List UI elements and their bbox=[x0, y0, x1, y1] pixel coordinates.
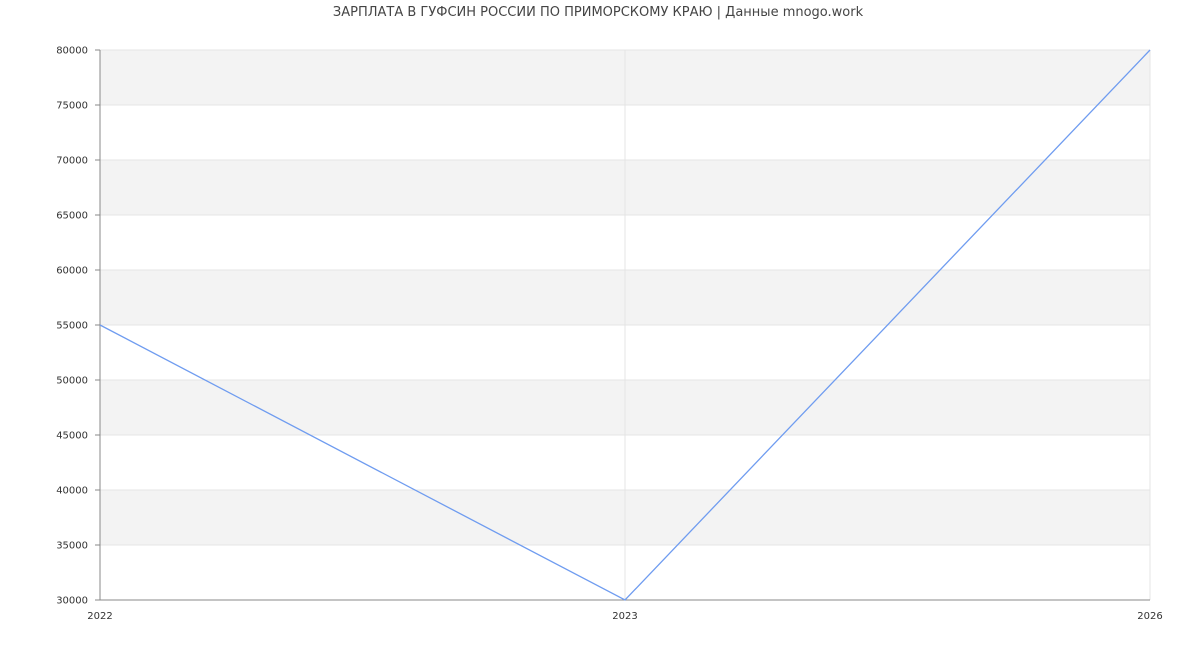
y-tick-label: 60000 bbox=[56, 266, 88, 277]
y-tick-label: 75000 bbox=[56, 101, 88, 112]
y-tick-label: 80000 bbox=[56, 46, 88, 57]
y-tick-label: 50000 bbox=[56, 376, 88, 387]
x-tick-label: 2022 bbox=[87, 611, 112, 622]
y-tick-label: 70000 bbox=[56, 156, 88, 167]
x-tick-label: 2026 bbox=[1137, 611, 1162, 622]
y-tick-label: 65000 bbox=[56, 211, 88, 222]
y-tick-label: 55000 bbox=[56, 321, 88, 332]
chart-title: ЗАРПЛАТА В ГУФСИН РОССИИ ПО ПРИМОРСКОМУ … bbox=[333, 5, 864, 20]
y-tick-label: 30000 bbox=[56, 596, 88, 607]
y-tick-label: 45000 bbox=[56, 431, 88, 442]
x-tick-label: 2023 bbox=[612, 611, 637, 622]
y-tick-label: 40000 bbox=[56, 486, 88, 497]
y-tick-label: 35000 bbox=[56, 541, 88, 552]
